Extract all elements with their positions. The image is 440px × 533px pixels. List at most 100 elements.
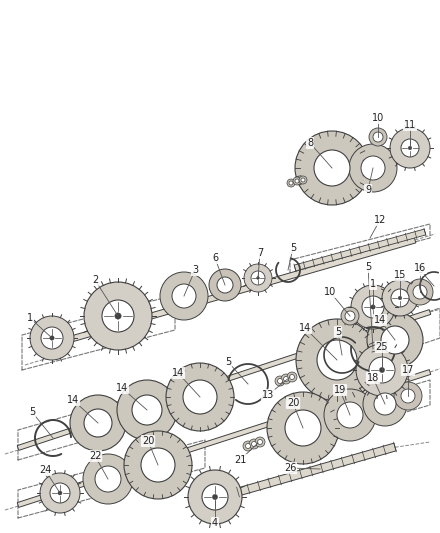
Text: 14: 14 (116, 383, 128, 393)
Circle shape (287, 372, 297, 382)
Circle shape (281, 374, 291, 384)
Circle shape (369, 128, 387, 146)
Circle shape (290, 375, 294, 379)
Circle shape (374, 393, 396, 415)
Text: 22: 22 (89, 451, 101, 461)
Circle shape (314, 150, 350, 186)
Text: 21: 21 (234, 455, 246, 465)
Text: 3: 3 (192, 265, 198, 275)
Circle shape (289, 181, 293, 185)
Text: 1: 1 (27, 313, 33, 323)
Circle shape (369, 357, 395, 383)
Circle shape (244, 264, 272, 292)
Circle shape (356, 344, 408, 396)
Circle shape (362, 296, 384, 318)
Circle shape (394, 382, 422, 410)
Circle shape (398, 296, 402, 300)
Circle shape (324, 389, 376, 441)
Text: 5: 5 (365, 262, 371, 272)
Circle shape (217, 277, 233, 293)
Text: 14: 14 (299, 323, 311, 333)
Polygon shape (237, 443, 396, 496)
Circle shape (381, 326, 409, 354)
Circle shape (213, 495, 218, 499)
Text: 26: 26 (284, 463, 296, 473)
Text: 7: 7 (257, 248, 263, 258)
Circle shape (401, 389, 415, 403)
Circle shape (70, 395, 126, 451)
Text: 14: 14 (374, 315, 386, 325)
Circle shape (390, 128, 430, 168)
Circle shape (349, 144, 397, 192)
Circle shape (84, 282, 152, 350)
Circle shape (50, 336, 54, 340)
Circle shape (246, 443, 250, 448)
Circle shape (141, 448, 175, 482)
Circle shape (249, 439, 259, 449)
Circle shape (287, 179, 295, 187)
Circle shape (251, 271, 265, 285)
Circle shape (363, 382, 407, 426)
Circle shape (295, 131, 369, 205)
Circle shape (183, 380, 217, 414)
Text: 10: 10 (324, 287, 336, 297)
Text: 10: 10 (372, 113, 384, 123)
Circle shape (299, 176, 307, 184)
Text: 14: 14 (67, 395, 79, 405)
Circle shape (209, 269, 241, 301)
Circle shape (257, 277, 260, 279)
Text: 18: 18 (367, 373, 379, 383)
Circle shape (337, 402, 363, 428)
Circle shape (41, 327, 63, 349)
Circle shape (202, 484, 228, 510)
Circle shape (257, 440, 263, 445)
Circle shape (95, 466, 121, 492)
Text: 9: 9 (365, 185, 371, 195)
Circle shape (50, 483, 70, 503)
Circle shape (379, 367, 385, 373)
Circle shape (102, 300, 134, 332)
Polygon shape (294, 229, 426, 271)
Circle shape (275, 376, 285, 386)
Circle shape (345, 311, 355, 321)
Text: 15: 15 (394, 270, 406, 280)
Polygon shape (39, 237, 416, 351)
Text: 5: 5 (335, 327, 341, 337)
Circle shape (40, 473, 80, 513)
Circle shape (84, 409, 112, 437)
Circle shape (341, 307, 359, 325)
Text: 14: 14 (172, 368, 184, 378)
Text: 4: 4 (212, 518, 218, 528)
Circle shape (267, 392, 339, 464)
Circle shape (255, 437, 265, 447)
Text: 20: 20 (142, 436, 154, 446)
Text: 5: 5 (417, 265, 423, 275)
Text: 24: 24 (39, 465, 51, 475)
Circle shape (317, 340, 357, 380)
Circle shape (301, 178, 305, 182)
Circle shape (293, 177, 301, 185)
Circle shape (382, 280, 418, 316)
Text: 5: 5 (290, 243, 296, 253)
Circle shape (117, 380, 177, 440)
Text: 13: 13 (262, 390, 274, 400)
Circle shape (401, 139, 419, 157)
Circle shape (296, 319, 378, 401)
Text: 12: 12 (374, 215, 386, 225)
Circle shape (407, 279, 433, 305)
Polygon shape (17, 310, 431, 450)
Text: 5: 5 (225, 357, 231, 367)
Circle shape (124, 431, 192, 499)
Circle shape (371, 305, 375, 309)
Circle shape (351, 285, 395, 329)
Text: 11: 11 (404, 120, 416, 130)
Text: 6: 6 (212, 253, 218, 263)
Circle shape (285, 410, 321, 446)
Circle shape (188, 470, 242, 524)
Circle shape (361, 156, 385, 180)
Circle shape (408, 146, 412, 150)
Text: 16: 16 (414, 263, 426, 273)
Text: 19: 19 (334, 385, 346, 395)
Circle shape (252, 441, 257, 447)
Text: 25: 25 (376, 342, 388, 352)
